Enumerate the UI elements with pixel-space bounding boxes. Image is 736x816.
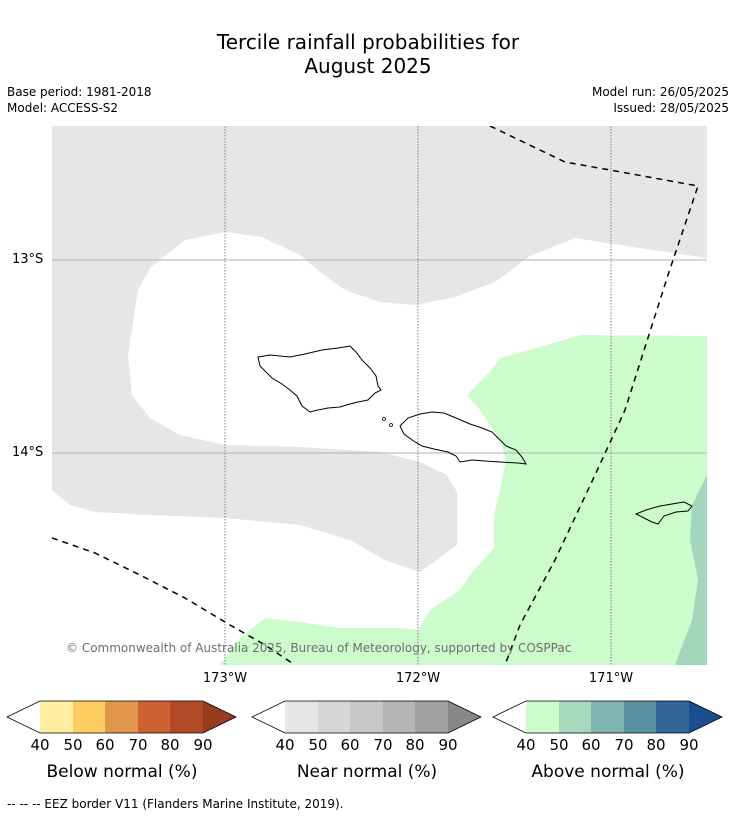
near-swatch-over [448, 701, 481, 733]
above-swatch-40 [526, 701, 559, 733]
above-normal-50-region [675, 475, 707, 665]
below-swatch-70 [138, 701, 170, 733]
tutuila-island [634, 501, 693, 525]
near-normal-region-north [52, 126, 707, 572]
above-swatch-50 [559, 701, 591, 733]
near-tick-70: 70 [373, 736, 393, 754]
meta-left: Base period: 1981-2018 Model: ACCESS-S2 [7, 84, 152, 116]
lon-label-171w: 171°W [588, 671, 634, 686]
above-swatch-70 [624, 701, 656, 733]
lon-label-172w: 172°W [395, 671, 441, 686]
eez-border-southwest [52, 537, 296, 665]
issued-date: Issued: 28/05/2025 [613, 101, 729, 115]
model-run: Model run: 26/05/2025 [591, 85, 729, 99]
model-name: Model: ACCESS-S2 [7, 101, 119, 115]
near-swatch-80 [415, 701, 448, 733]
rainfall-map [52, 126, 707, 665]
above-swatch-60 [591, 701, 624, 733]
savaii-island [257, 345, 382, 413]
colorbar-near [251, 700, 482, 734]
below-tick-40: 40 [30, 736, 50, 754]
apolima-island [389, 423, 393, 427]
near-tick-80: 80 [405, 736, 425, 754]
upolu-island [399, 411, 527, 465]
below-swatch-over [203, 701, 236, 733]
near-swatch-40 [285, 701, 318, 733]
near-swatch-under [252, 701, 285, 733]
near-swatch-50 [318, 701, 350, 733]
colorbar-above [492, 700, 723, 734]
near-tick-50: 50 [308, 736, 328, 754]
eez-footnote: -- -- -- EEZ border V11 (Flanders Marine… [7, 797, 344, 811]
near-tick-60: 60 [340, 736, 360, 754]
above-tick-60: 60 [581, 736, 601, 754]
lon-label-173w: 173°W [202, 671, 248, 686]
below-swatch-60 [105, 701, 138, 733]
below-tick-60: 60 [95, 736, 115, 754]
below-tick-50: 50 [63, 736, 83, 754]
near-swatch-60 [350, 701, 383, 733]
above-normal-label: Above normal (%) [531, 762, 685, 782]
above-swatch-under [493, 701, 526, 733]
below-swatch-50 [73, 701, 105, 733]
chart-title: Tercile rainfall probabilities for Augus… [0, 30, 736, 78]
above-swatch-over [689, 701, 722, 733]
above-colorbar-outline [492, 700, 723, 734]
above-tick-70: 70 [614, 736, 634, 754]
above-tick-40: 40 [516, 736, 536, 754]
lat-label-13s: 13°S [12, 252, 44, 267]
meta-right: Model run: 26/05/2025 Issued: 28/05/2025 [592, 84, 729, 116]
base-period: Base period: 1981-2018 [7, 85, 152, 99]
above-normal-region [220, 335, 707, 665]
near-tick-90: 90 [438, 736, 458, 754]
title-line-2: August 2025 [304, 54, 432, 78]
lat-label-14s: 14°S [12, 445, 44, 460]
manono-island [382, 417, 386, 421]
above-tick-90: 90 [679, 736, 699, 754]
below-tick-70: 70 [128, 736, 148, 754]
below-tick-80: 80 [160, 736, 180, 754]
above-tick-50: 50 [549, 736, 569, 754]
below-normal-label: Below normal (%) [46, 762, 198, 782]
near-tick-40: 40 [275, 736, 295, 754]
above-tick-80: 80 [646, 736, 666, 754]
near-normal-label: Near normal (%) [296, 762, 438, 782]
below-swatch-40 [40, 701, 73, 733]
below-swatch-80 [170, 701, 203, 733]
title-line-1: Tercile rainfall probabilities for [216, 30, 520, 54]
below-colorbar-outline [6, 700, 237, 734]
near-swatch-70 [383, 701, 415, 733]
copyright-notice: © Commonwealth of Australia 2025, Bureau… [66, 641, 572, 655]
above-swatch-80 [656, 701, 689, 733]
below-swatch-under [7, 701, 40, 733]
below-tick-90: 90 [193, 736, 213, 754]
near-colorbar-outline [251, 700, 482, 734]
colorbar-below [6, 700, 237, 734]
